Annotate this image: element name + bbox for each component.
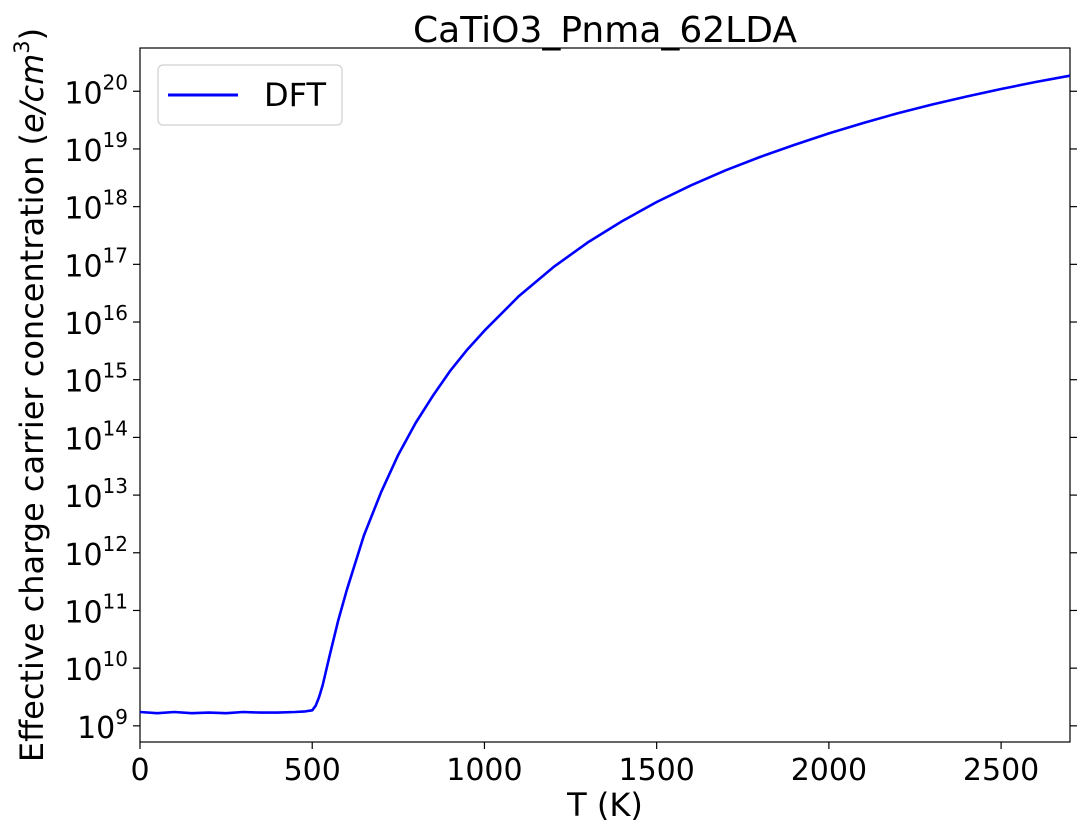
y-tick-base: 10 bbox=[64, 307, 102, 342]
y-axis-label-unit: e/cm bbox=[13, 54, 51, 133]
y-tick-label: 1020 bbox=[64, 70, 128, 111]
x-tick-label: 1500 bbox=[618, 753, 694, 788]
plot-area: 0 500 1000 1500 2000 2500 1091010101110121013… bbox=[64, 47, 1077, 788]
y-tick-power: 18 bbox=[103, 186, 128, 210]
y-tick-power: 9 bbox=[115, 705, 128, 729]
x-axis-label: T (K) bbox=[566, 786, 643, 824]
series-layer bbox=[139, 74, 1071, 715]
y-axis-label-suffix: ) bbox=[13, 28, 51, 40]
y-tick-label: 109 bbox=[77, 705, 128, 746]
chart-title: CaTiO3_Pnma_62LDA bbox=[413, 10, 797, 51]
y-tick-label: 1015 bbox=[64, 359, 128, 400]
legend: DFT bbox=[157, 64, 343, 126]
y-tick-base: 10 bbox=[64, 538, 102, 573]
y-tick-base: 10 bbox=[64, 365, 102, 400]
y-tick-power: 11 bbox=[103, 589, 128, 613]
y-tick-label: 1016 bbox=[64, 301, 128, 342]
y-tick-label: 1012 bbox=[64, 532, 128, 573]
y-tick-label: 1011 bbox=[64, 589, 128, 630]
y-tick-base: 10 bbox=[64, 422, 102, 457]
y-tick-power: 12 bbox=[103, 532, 128, 556]
y-tick-base: 10 bbox=[64, 480, 102, 515]
y-tick-label: 1017 bbox=[64, 243, 128, 284]
y-tick-base: 10 bbox=[77, 711, 115, 746]
x-tick-label: 2500 bbox=[963, 753, 1039, 788]
legend-box bbox=[157, 64, 343, 126]
y-tick-power: 10 bbox=[103, 647, 128, 671]
x-tick-label: 500 bbox=[284, 753, 341, 788]
y-tick-label: 1013 bbox=[64, 474, 128, 515]
y-tick-label: 1010 bbox=[64, 647, 128, 688]
y-tick-base: 10 bbox=[64, 76, 102, 111]
y-tick-base: 10 bbox=[64, 595, 102, 630]
y-tick-base: 10 bbox=[64, 653, 102, 688]
y-tick-power: 13 bbox=[103, 474, 128, 498]
legend-label-dft: DFT bbox=[264, 76, 326, 114]
y-tick-label: 1018 bbox=[64, 186, 128, 227]
series-line-dft bbox=[139, 74, 1071, 715]
plot-frame bbox=[139, 47, 1071, 743]
y-tick-base: 10 bbox=[64, 134, 102, 169]
y-tick-power: 14 bbox=[103, 416, 128, 440]
y-axis-label-exp: 3 bbox=[10, 40, 34, 53]
y-tick-label: 1014 bbox=[64, 416, 128, 457]
y-axis: 1091010101110121013101410151016101710181… bbox=[64, 70, 1077, 746]
y-tick-power: 19 bbox=[103, 128, 128, 152]
y-axis-label-prefix: Effective charge carrier concentration ( bbox=[13, 133, 51, 762]
y-tick-power: 15 bbox=[103, 359, 128, 383]
y-tick-power: 20 bbox=[103, 70, 128, 94]
y-tick-label: 1019 bbox=[64, 128, 128, 169]
y-tick-base: 10 bbox=[64, 249, 102, 284]
x-tick-label: 1000 bbox=[446, 753, 522, 788]
x-axis: 0 500 1000 1500 2000 2500 bbox=[130, 742, 1039, 788]
x-tick-label: 0 bbox=[130, 753, 149, 788]
y-axis-label: Effective charge carrier concentration (… bbox=[10, 28, 51, 762]
y-tick-power: 17 bbox=[103, 243, 128, 267]
y-tick-power: 16 bbox=[103, 301, 128, 325]
x-tick-label: 2000 bbox=[791, 753, 867, 788]
y-tick-base: 10 bbox=[64, 192, 102, 227]
